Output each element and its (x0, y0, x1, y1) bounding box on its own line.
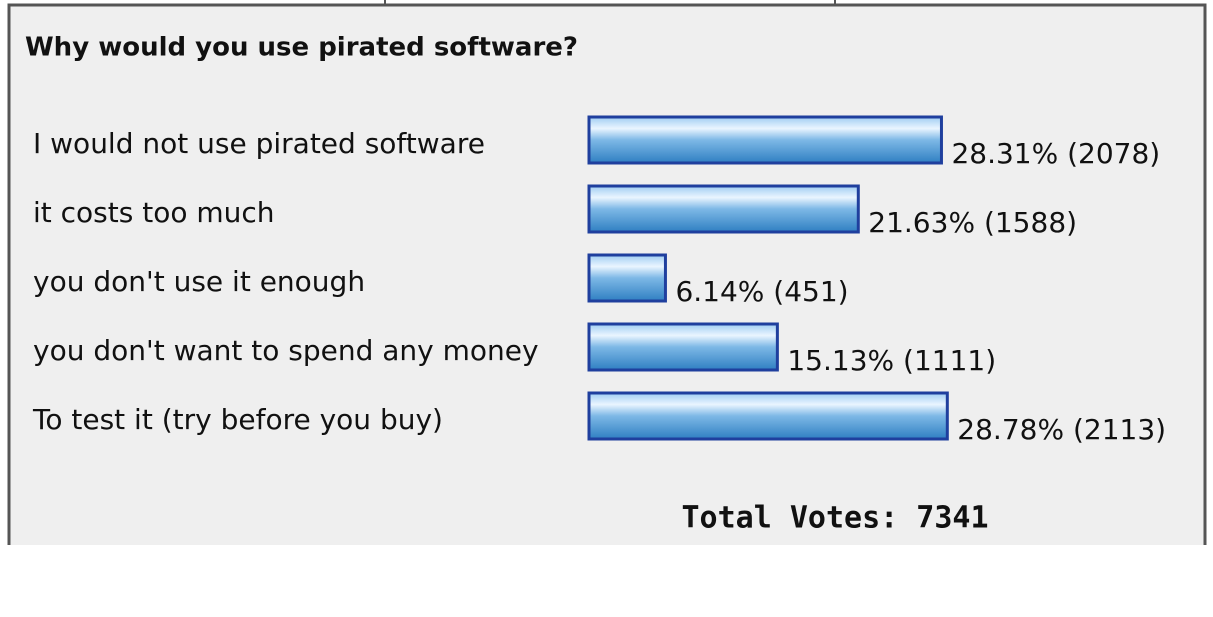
bar (587, 322, 779, 372)
option-label: you don't want to spend any money (33, 334, 539, 367)
value-label: 28.31% (2078) (951, 137, 1160, 170)
total-votes: Total Votes: 7341 (681, 501, 988, 536)
poll-title: Why would you use pirated software? (25, 33, 578, 63)
bar (587, 184, 860, 234)
value-label: 15.13% (1111) (787, 344, 996, 377)
value-label: 6.14% (451) (675, 275, 848, 308)
option-label: you don't use it enough (33, 265, 365, 298)
bar (587, 115, 943, 165)
panel-border (7, 3, 1207, 545)
option-label: I would not use pirated software (33, 127, 485, 160)
option-label: it costs too much (33, 196, 275, 229)
bar (587, 253, 667, 303)
option-label: To test it (try before you buy) (32, 403, 443, 436)
value-label: 21.63% (1588) (868, 206, 1077, 239)
bar (587, 391, 949, 441)
value-label: 28.78% (2113) (957, 413, 1166, 446)
